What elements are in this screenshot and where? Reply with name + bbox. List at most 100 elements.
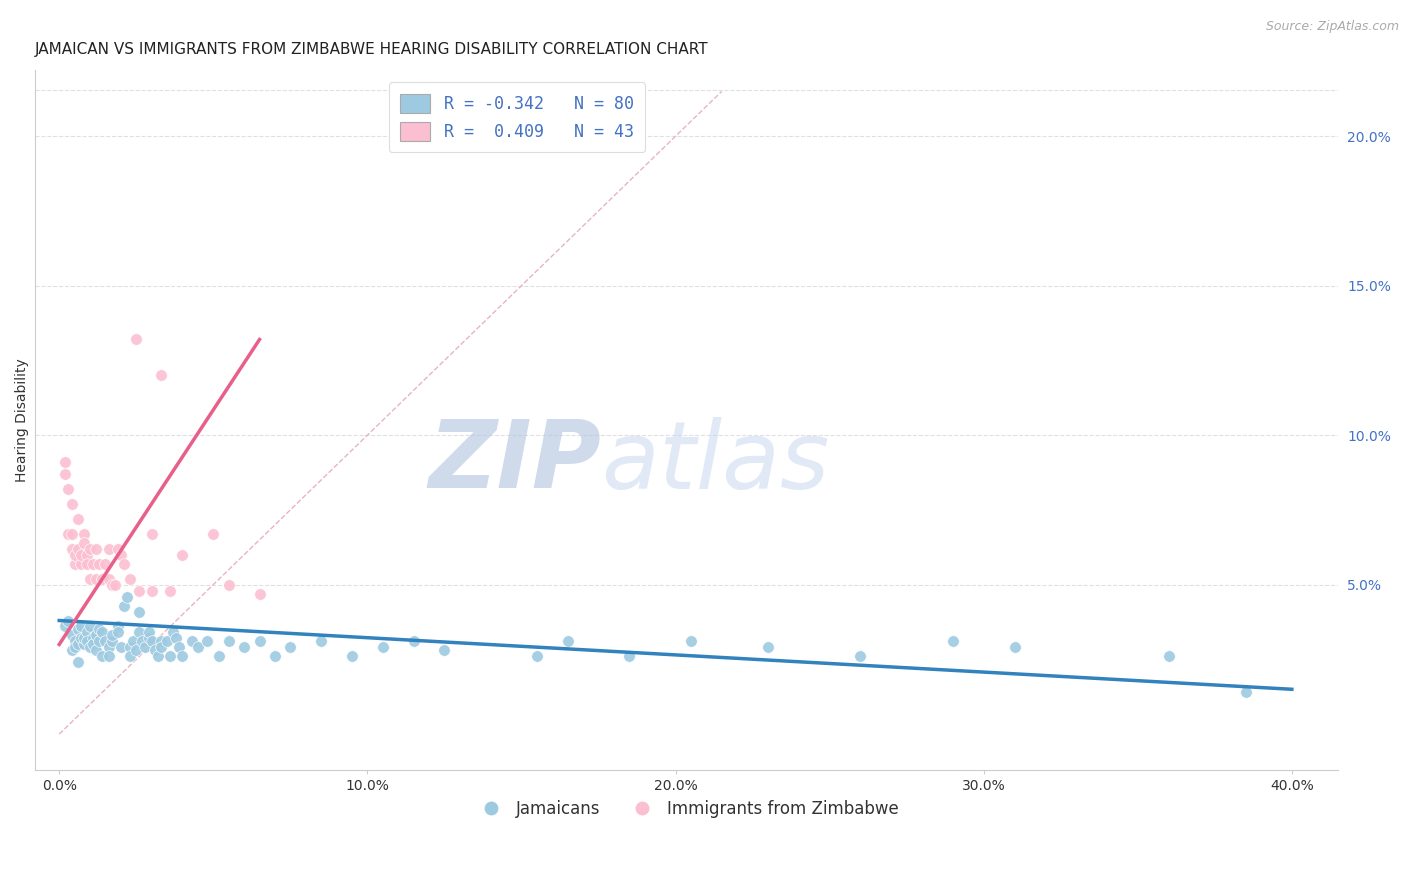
Point xyxy=(125,333,148,347)
Point xyxy=(131,634,153,648)
Point xyxy=(141,526,163,541)
Point xyxy=(73,526,96,541)
Point xyxy=(172,548,194,562)
Point xyxy=(60,628,83,642)
Point xyxy=(112,599,135,613)
Point xyxy=(146,649,169,664)
Point xyxy=(110,640,132,655)
Point xyxy=(107,619,129,633)
Point xyxy=(143,643,166,657)
Point xyxy=(58,526,80,541)
Point xyxy=(120,640,142,655)
Point xyxy=(195,634,218,648)
Point xyxy=(91,572,114,586)
Point xyxy=(82,557,104,571)
Point xyxy=(84,628,107,642)
Point xyxy=(60,497,83,511)
Point xyxy=(159,649,181,664)
Point xyxy=(84,541,107,556)
Point xyxy=(141,634,163,648)
Text: atlas: atlas xyxy=(602,417,830,508)
Point xyxy=(134,640,156,655)
Point xyxy=(264,649,287,664)
Point xyxy=(162,625,184,640)
Point xyxy=(89,557,111,571)
Point xyxy=(91,625,114,640)
Point xyxy=(156,634,179,648)
Point xyxy=(100,634,122,648)
Text: JAMAICAN VS IMMIGRANTS FROM ZIMBABWE HEARING DISABILITY CORRELATION CHART: JAMAICAN VS IMMIGRANTS FROM ZIMBABWE HEA… xyxy=(35,42,709,57)
Point xyxy=(63,634,86,648)
Point xyxy=(73,536,96,550)
Point xyxy=(679,634,702,648)
Point xyxy=(76,548,98,562)
Y-axis label: Hearing Disability: Hearing Disability xyxy=(15,359,30,482)
Point xyxy=(63,640,86,655)
Point xyxy=(218,634,240,648)
Point xyxy=(849,649,872,664)
Point xyxy=(53,455,76,469)
Point xyxy=(526,649,548,664)
Text: Source: ZipAtlas.com: Source: ZipAtlas.com xyxy=(1265,20,1399,33)
Point xyxy=(97,541,120,556)
Point xyxy=(79,572,101,586)
Point xyxy=(69,632,91,646)
Point xyxy=(165,632,187,646)
Point xyxy=(149,640,172,655)
Point xyxy=(53,467,76,481)
Point xyxy=(122,634,145,648)
Point xyxy=(58,482,80,496)
Point xyxy=(120,572,142,586)
Point xyxy=(63,557,86,571)
Point xyxy=(107,625,129,640)
Point xyxy=(79,619,101,633)
Point xyxy=(107,541,129,556)
Point xyxy=(942,634,965,648)
Text: ZIP: ZIP xyxy=(429,417,602,508)
Point xyxy=(60,643,83,657)
Point xyxy=(208,649,231,664)
Point xyxy=(89,634,111,648)
Point xyxy=(202,526,225,541)
Point xyxy=(218,577,240,591)
Point xyxy=(172,649,194,664)
Point xyxy=(82,637,104,651)
Point xyxy=(73,632,96,646)
Point xyxy=(79,541,101,556)
Point xyxy=(619,649,641,664)
Point xyxy=(756,640,779,655)
Point xyxy=(66,623,89,637)
Point xyxy=(149,634,172,648)
Point xyxy=(69,619,91,633)
Point xyxy=(100,577,122,591)
Point xyxy=(128,605,150,619)
Point xyxy=(233,640,256,655)
Point xyxy=(128,583,150,598)
Point xyxy=(433,643,456,657)
Point xyxy=(340,649,363,664)
Point xyxy=(69,557,91,571)
Point xyxy=(115,590,138,604)
Point xyxy=(104,577,127,591)
Point xyxy=(110,548,132,562)
Point xyxy=(69,548,91,562)
Point xyxy=(91,649,114,664)
Point xyxy=(76,634,98,648)
Point xyxy=(79,640,101,655)
Point xyxy=(249,634,271,648)
Point xyxy=(53,619,76,633)
Point xyxy=(120,649,142,664)
Point xyxy=(94,634,117,648)
Point xyxy=(249,586,271,600)
Point xyxy=(187,640,209,655)
Point xyxy=(1004,640,1026,655)
Point xyxy=(66,637,89,651)
Point xyxy=(58,614,80,628)
Point xyxy=(76,557,98,571)
Legend: Jamaicans, Immigrants from Zimbabwe: Jamaicans, Immigrants from Zimbabwe xyxy=(467,793,905,824)
Point xyxy=(60,541,83,556)
Point xyxy=(73,637,96,651)
Point xyxy=(97,572,120,586)
Point xyxy=(100,628,122,642)
Point xyxy=(149,368,172,383)
